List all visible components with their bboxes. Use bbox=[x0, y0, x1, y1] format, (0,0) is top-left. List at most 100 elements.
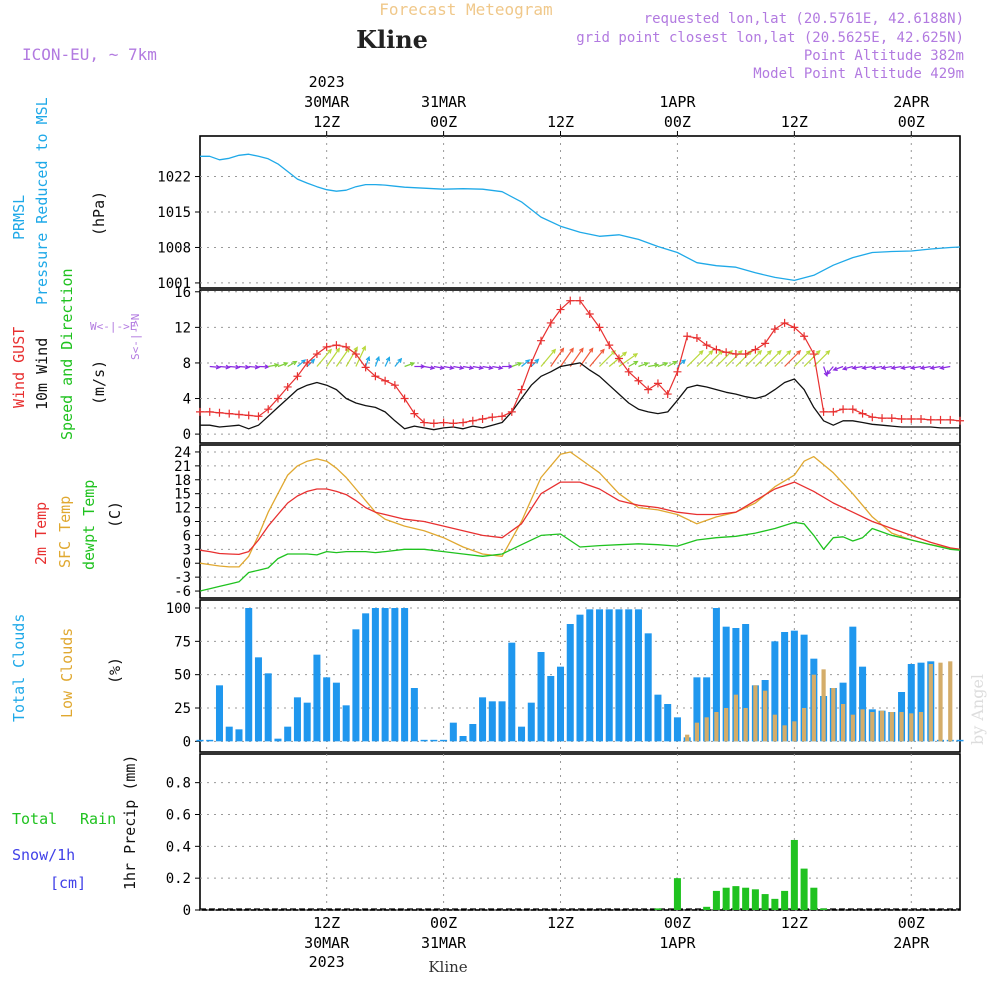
precip-bar bbox=[712, 890, 720, 910]
cloud-low-bar bbox=[772, 714, 777, 742]
wind-barb bbox=[209, 365, 220, 368]
wind-gust-point bbox=[644, 385, 653, 394]
temp-ytick-label: -3 bbox=[174, 570, 191, 586]
pressure-ytick-label: 1001 bbox=[157, 276, 191, 292]
cloud-total-bar bbox=[673, 717, 681, 742]
wind-gust-point bbox=[332, 341, 341, 350]
cloud-total-bar bbox=[459, 736, 467, 742]
footer-location: Kline bbox=[428, 958, 467, 976]
cloud-low-bar bbox=[811, 674, 816, 742]
wind-gust-point bbox=[731, 350, 740, 359]
wind-barb-head bbox=[365, 355, 371, 362]
cloud-total-bar bbox=[771, 641, 779, 742]
wind-barb bbox=[219, 365, 230, 368]
cloud-total-bar bbox=[313, 654, 321, 742]
wind-barb-head bbox=[643, 362, 650, 367]
cloud-low-bar bbox=[840, 704, 846, 742]
cloud-low-bar bbox=[724, 708, 729, 742]
precip-label-snow: Snow/1h bbox=[12, 846, 75, 864]
cloud-label-total: Total Clouds bbox=[10, 614, 28, 722]
wind-barb bbox=[355, 346, 366, 367]
wind-barb-head bbox=[588, 347, 594, 353]
wind-barb-head bbox=[385, 356, 391, 362]
wind-gust-point bbox=[556, 305, 565, 314]
wind-barb bbox=[628, 360, 638, 368]
temp-ytick-label: 0 bbox=[183, 556, 191, 572]
time-label-top: 12Z bbox=[781, 113, 808, 131]
pressure-ytick-label: 1008 bbox=[157, 240, 191, 256]
model-label: ICON-EU, ~ 7km bbox=[22, 45, 157, 64]
wind-barb-head bbox=[815, 349, 821, 355]
wind-gust-point bbox=[809, 350, 818, 359]
wind-barb-head bbox=[283, 362, 289, 367]
time-label-bottom: 12Z bbox=[547, 914, 574, 932]
wind-barb bbox=[579, 348, 594, 367]
wind-gust-point bbox=[614, 354, 623, 363]
wind-gust-point bbox=[566, 296, 575, 305]
wind-barb bbox=[492, 365, 503, 369]
wind-gust-point bbox=[264, 405, 273, 414]
cloud-total-bar bbox=[371, 608, 379, 742]
wind-barb-head bbox=[841, 365, 848, 371]
cloud-low-bar bbox=[928, 664, 933, 742]
cloud-total-bar bbox=[576, 614, 584, 742]
wind-ytick-label: 12 bbox=[174, 320, 191, 336]
cloud-low-bar bbox=[899, 712, 904, 742]
cloud-low-bar bbox=[850, 714, 855, 742]
precip-bar bbox=[810, 887, 818, 910]
wind-gust-point bbox=[692, 334, 701, 343]
wind-barb bbox=[686, 350, 704, 367]
wind-barb-head bbox=[805, 349, 811, 355]
wind-barb bbox=[297, 359, 306, 367]
cloud-total-bar bbox=[644, 633, 652, 742]
wind-barb bbox=[696, 350, 713, 367]
wind-barb bbox=[326, 348, 340, 367]
cloud-total-bar bbox=[732, 628, 740, 742]
wind-barb-head bbox=[488, 365, 494, 370]
cloud-total-bar bbox=[254, 657, 262, 742]
clouds-ytick-label: 0 bbox=[183, 734, 191, 750]
precip-frame bbox=[199, 753, 961, 911]
wind-ytick-label: 0 bbox=[183, 427, 191, 443]
wind-barb bbox=[589, 349, 605, 367]
precip-unit: 1hr Precip (mm) bbox=[121, 755, 139, 890]
wind-gust-point bbox=[410, 409, 419, 418]
wind-barb-head bbox=[909, 365, 916, 370]
cloud-total-bar bbox=[488, 701, 496, 742]
wind-barb bbox=[443, 365, 454, 369]
requested-coords: requested lon,lat (20.5761E, 42.6188N) bbox=[644, 11, 964, 27]
wind-gust-point bbox=[936, 415, 945, 424]
wind-gust-point bbox=[907, 414, 916, 423]
cloud-total-bar bbox=[196, 739, 204, 742]
cloud-low-bar bbox=[763, 690, 768, 742]
cloud-total-bar bbox=[518, 726, 526, 742]
cloud-total-bar bbox=[323, 677, 331, 742]
wind-barb bbox=[560, 348, 574, 367]
wind-gust-point bbox=[205, 407, 214, 416]
wind-gust-point bbox=[468, 416, 477, 425]
wind-barb bbox=[268, 364, 279, 368]
wind-barb bbox=[248, 365, 259, 368]
wind-barb-head bbox=[551, 348, 557, 354]
cloud-low-bar bbox=[948, 661, 953, 742]
wind-frame bbox=[199, 289, 961, 444]
wind-gust-point bbox=[926, 415, 935, 424]
wind-gust-point bbox=[839, 405, 848, 414]
wind-gust-point bbox=[946, 415, 955, 424]
wind-gust-point bbox=[585, 310, 594, 319]
precip-bar bbox=[761, 894, 769, 910]
temp-ytick-label: 6 bbox=[183, 528, 191, 544]
pressure-unit: (hPa) bbox=[90, 191, 108, 236]
clouds-ytick-label: 50 bbox=[174, 668, 191, 684]
time-label-top: 30MAR bbox=[304, 93, 350, 111]
cloud-total-bar bbox=[264, 673, 272, 742]
cloud-total-bar bbox=[410, 688, 418, 742]
wind-gust-point bbox=[595, 323, 604, 332]
cloud-low-bar bbox=[860, 709, 865, 742]
wind-barb bbox=[667, 360, 677, 368]
precip-bar bbox=[771, 898, 779, 910]
cloud-total-bar bbox=[703, 677, 711, 742]
wind-barb bbox=[852, 365, 863, 369]
wind-barb-head bbox=[698, 349, 704, 355]
